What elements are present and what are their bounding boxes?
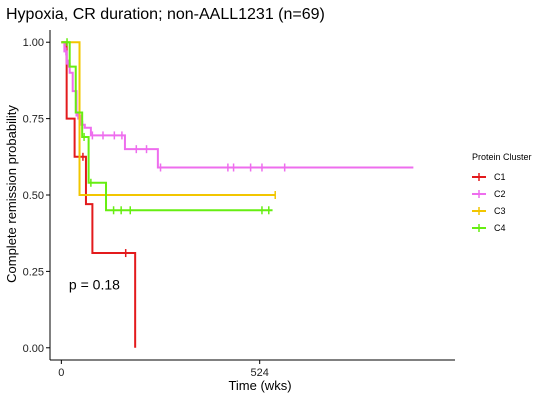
legend-item-c4: C4 (472, 223, 506, 233)
legend-item-c1: C1 (472, 172, 506, 182)
y-axis-title: Complete remission probability (4, 105, 19, 283)
survival-curve-c4 (61, 41, 273, 212)
legend-label: C1 (494, 172, 506, 182)
legend: Protein Cluster C1 C2 C3 C4 (472, 152, 532, 233)
series-c1 (61, 41, 137, 348)
y-tick-label: 0.25 (23, 266, 44, 278)
y-tick-label: 1.00 (23, 37, 44, 49)
survival-curve-c3 (61, 41, 276, 196)
y-tick-label: 0.50 (23, 190, 44, 202)
legend-label: C2 (494, 189, 506, 199)
x-axis-title: Time (wks) (228, 378, 291, 393)
chart-title: Hypoxia, CR duration; non-AALL1231 (n=69… (6, 6, 325, 23)
p-value-annotation: p = 0.18 (69, 277, 120, 293)
survival-curves (61, 38, 414, 348)
series-c4 (61, 38, 273, 215)
survival-curve-c1 (61, 41, 137, 348)
survival-curve-c2 (61, 41, 414, 169)
legend-title: Protein Cluster (472, 152, 532, 162)
y-tick-label: 0.00 (23, 343, 44, 355)
x-tick-label: 0 (58, 367, 64, 379)
y-tick-label: 0.75 (23, 114, 44, 126)
x-tick-label: 524 (251, 367, 269, 379)
axes: 0.00 0.25 0.50 0.75 1.00 0 524 (23, 30, 455, 379)
legend-label: C3 (494, 206, 506, 216)
legend-item-c3: C3 (472, 206, 506, 216)
legend-item-c2: C2 (472, 189, 506, 199)
series-c3 (61, 41, 276, 199)
legend-label: C4 (494, 223, 506, 233)
series-c2 (61, 41, 414, 172)
